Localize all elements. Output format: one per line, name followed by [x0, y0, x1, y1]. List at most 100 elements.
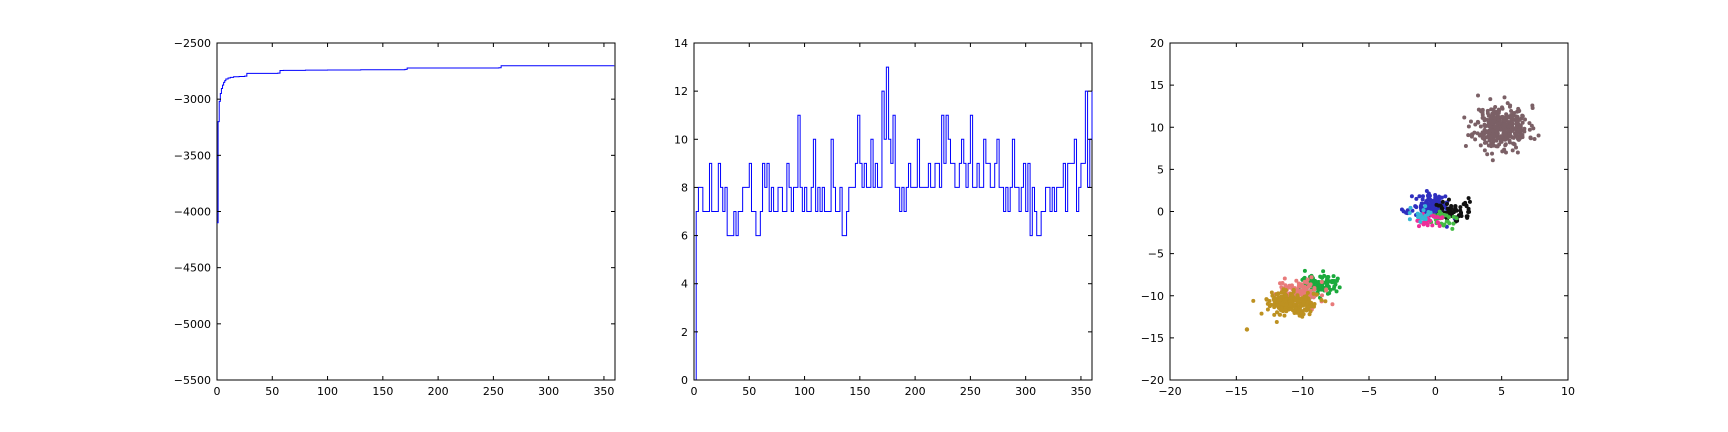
scatter-point — [1490, 111, 1495, 116]
scatter-point — [1305, 290, 1310, 295]
scatter-point — [1436, 203, 1441, 208]
scatter-point — [1289, 283, 1294, 288]
scatter-point — [1528, 135, 1533, 140]
scatter-y-tick-label: 20 — [1150, 37, 1164, 50]
scatter-point — [1494, 144, 1499, 149]
scatter-point — [1466, 124, 1471, 129]
scatter-point — [1435, 220, 1440, 225]
scatter-point — [1520, 120, 1525, 125]
count-x-tick-label: 50 — [742, 385, 756, 398]
scatter-point — [1495, 131, 1500, 136]
scatter-point — [1469, 133, 1474, 138]
scatter-point — [1430, 223, 1435, 228]
scatter-point — [1478, 143, 1483, 148]
scatter-point — [1509, 114, 1514, 119]
scatter-point — [1275, 303, 1280, 308]
scatter-point — [1483, 140, 1488, 145]
count-x-tick-label: 200 — [905, 385, 926, 398]
scatter-point — [1324, 287, 1329, 292]
scatter-point — [1312, 285, 1317, 290]
scatter-axes-frame — [1169, 42, 1569, 381]
scatter-point — [1259, 311, 1264, 316]
scatter-point — [1459, 210, 1464, 215]
scatter-point — [1316, 279, 1321, 284]
scatter-point — [1466, 133, 1471, 138]
scatter-point — [1476, 93, 1481, 98]
scatter-x-tick-label: 5 — [1498, 385, 1505, 398]
scatter-point — [1288, 296, 1293, 301]
count-x-tick-label: 250 — [960, 385, 981, 398]
scatter-point — [1264, 297, 1269, 302]
scatter-y-tick-label: −20 — [1141, 374, 1164, 387]
scatter-point — [1431, 201, 1436, 206]
scatter-point — [1490, 158, 1495, 163]
scatter-point — [1475, 131, 1480, 136]
scatter-point — [1325, 279, 1330, 284]
count-x-tick-label: 300 — [1015, 385, 1036, 398]
count-series-line — [694, 66, 1093, 381]
loglik-x-tick-label: 150 — [372, 385, 393, 398]
loglik-x-tick-label: 350 — [593, 385, 614, 398]
scatter-point — [1309, 275, 1314, 280]
scatter-point — [1269, 290, 1274, 295]
scatter-point — [1440, 199, 1445, 204]
scatter-point — [1281, 287, 1286, 292]
scatter-point — [1426, 194, 1431, 199]
scatter-point — [1291, 287, 1296, 292]
scatter-point — [1318, 274, 1323, 279]
scatter-point — [1309, 300, 1314, 305]
scatter-point — [1284, 303, 1289, 308]
scatter-point — [1293, 306, 1298, 311]
count-y-tick-label: 14 — [674, 37, 688, 50]
scatter-point — [1481, 133, 1486, 138]
scatter-point — [1464, 214, 1469, 219]
scatter-point — [1504, 113, 1509, 118]
scatter-point — [1421, 208, 1426, 213]
scatter-point — [1502, 118, 1507, 123]
count-y-tick-label: 12 — [674, 85, 688, 98]
scatter-point — [1466, 196, 1471, 201]
scatter-point — [1511, 135, 1516, 140]
count-x-tick-label: 0 — [691, 385, 698, 398]
scatter-point — [1424, 188, 1429, 193]
scatter-point — [1331, 274, 1336, 279]
scatter-point — [1302, 268, 1307, 273]
scatter-point — [1290, 308, 1295, 313]
count-y-tick-label: 10 — [674, 133, 688, 146]
scatter-point — [1518, 135, 1523, 140]
scatter-x-tick-label: −20 — [1158, 385, 1181, 398]
scatter-point — [1505, 101, 1510, 106]
scatter-point — [1496, 114, 1501, 119]
scatter-point — [1414, 196, 1419, 201]
loglik-y-tick-label: −3500 — [174, 149, 211, 162]
scatter-point — [1513, 145, 1518, 150]
loglik-chart: 0 50 100 150 200 250 300 350 −5500 −5000 −4500 −400… — [174, 37, 616, 398]
scatter-cluster — [1251, 287, 1328, 325]
scatter-point — [1485, 152, 1490, 157]
scatter-point — [1511, 141, 1516, 146]
scatter-point — [1500, 106, 1505, 111]
scatter-point — [1293, 297, 1298, 302]
scatter-point — [1520, 113, 1525, 118]
count-y-tick-label: 8 — [681, 181, 688, 194]
scatter-point — [1491, 137, 1496, 142]
scatter-point — [1274, 292, 1279, 297]
loglik-y-tick-label: −4000 — [174, 206, 211, 219]
scatter-point — [1468, 119, 1473, 124]
scatter-point — [1530, 105, 1535, 110]
loglik-x-tick-label: 100 — [317, 385, 338, 398]
scatter-point — [1512, 126, 1517, 131]
scatter-point — [1308, 304, 1313, 309]
scatter-point — [1522, 129, 1527, 134]
scatter-point — [1510, 120, 1515, 125]
scatter-point — [1305, 277, 1310, 282]
scatter-point — [1417, 194, 1422, 199]
scatter-point — [1270, 293, 1275, 298]
scatter-point — [1427, 203, 1432, 208]
scatter-point — [1463, 200, 1468, 205]
scatter-y-tick-label: 5 — [1157, 163, 1164, 176]
scatter-point — [1488, 114, 1493, 119]
scatter-point — [1278, 281, 1283, 286]
scatter-point — [1303, 296, 1308, 301]
scatter-point — [1407, 210, 1412, 215]
